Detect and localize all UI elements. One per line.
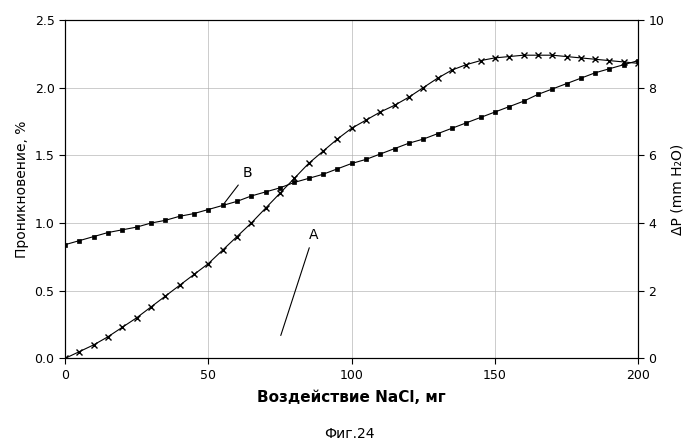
Text: Фиг.24: Фиг.24 — [324, 427, 375, 441]
Text: B: B — [224, 166, 252, 203]
Text: A: A — [281, 228, 318, 336]
Y-axis label: Проникновение, %: Проникновение, % — [15, 121, 29, 258]
Y-axis label: ΔP (mm H₂O): ΔP (mm H₂O) — [670, 143, 684, 235]
X-axis label: Воздействие NaCl, мг: Воздействие NaCl, мг — [257, 390, 446, 405]
